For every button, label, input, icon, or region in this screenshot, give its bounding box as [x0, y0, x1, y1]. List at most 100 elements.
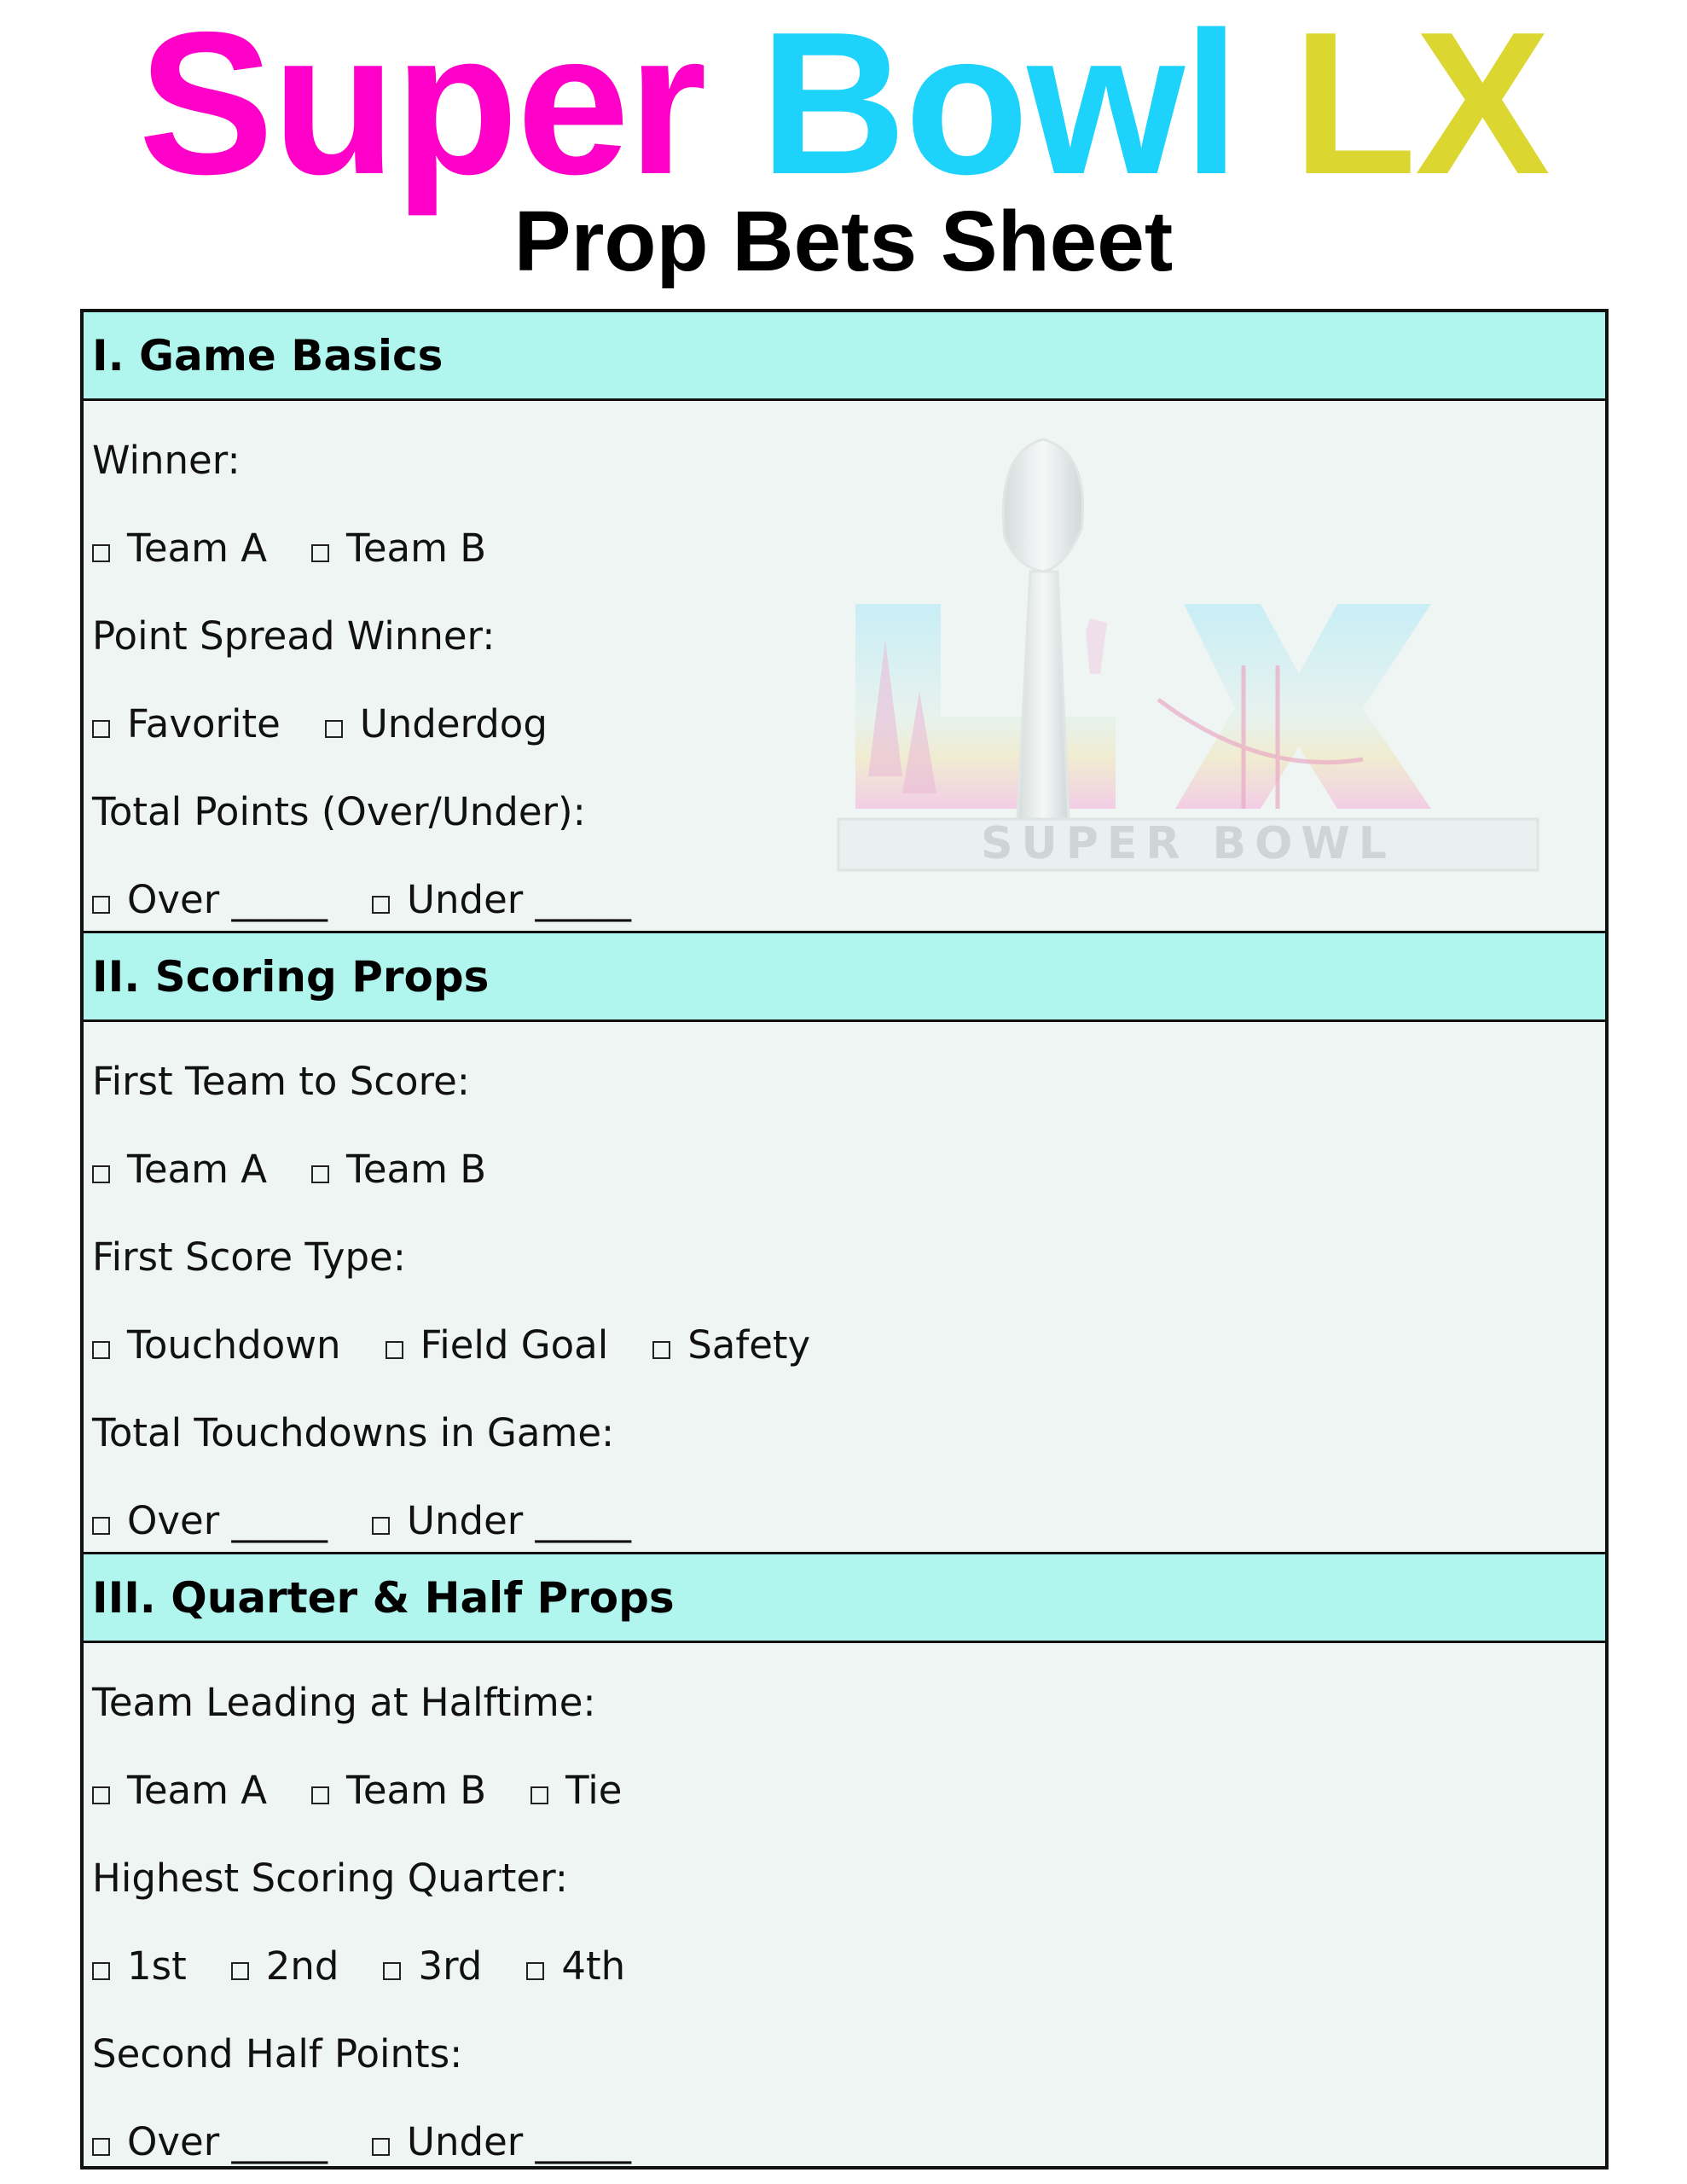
option[interactable]: Under _____ — [372, 856, 631, 931]
question-label: Team Leading at Halftime: — [92, 1680, 596, 1725]
checkbox[interactable] — [311, 1165, 330, 1183]
option-label: Underdog — [359, 701, 548, 746]
option-label: Team B — [346, 1768, 487, 1813]
question-label: Second Half Points: — [92, 2031, 463, 2077]
option-label: Under _____ — [407, 877, 632, 922]
option-label: Over _____ — [127, 877, 328, 922]
title-word-bowl: Bowl — [759, 0, 1240, 217]
section-body: SUPER BOWL Winner: Team A Team B Point Spre… — [84, 401, 1605, 931]
checkbox[interactable] — [230, 1961, 249, 1980]
question-label: Highest Scoring Quarter: — [92, 1856, 568, 1901]
options-row: Over _____ Under _____ — [84, 856, 1605, 931]
option[interactable]: Team A — [92, 504, 267, 592]
option-label: 2nd — [265, 1943, 339, 1989]
option-label: Team A — [127, 1147, 268, 1192]
checkbox[interactable] — [92, 1340, 110, 1359]
checkbox[interactable] — [372, 1516, 391, 1535]
main-title: Super Bowl LX — [0, 0, 1687, 215]
option-label: 1st — [127, 1943, 187, 1989]
options-row: Favorite Underdog — [84, 680, 1605, 768]
checkbox[interactable] — [311, 543, 330, 562]
options-row: Over _____ Under _____ — [84, 1477, 1605, 1552]
options-row: 1st 2nd 3rd 4th — [84, 1922, 1605, 2010]
option[interactable]: 3rd — [383, 1922, 482, 2010]
checkbox[interactable] — [526, 1961, 545, 1980]
checkbox[interactable] — [92, 719, 110, 738]
options-row: Over _____ Under _____ — [84, 2098, 1605, 2166]
question-label: Winner: — [92, 438, 241, 483]
section-body: Team Leading at Halftime: Team A Team B Tie… — [84, 1643, 1605, 2166]
option[interactable]: Under _____ — [372, 2098, 632, 2166]
option-label: Team B — [346, 526, 487, 571]
option-label: Touchdown — [127, 1322, 341, 1368]
checkbox[interactable] — [92, 1786, 110, 1804]
options-row: Team A Team B — [84, 504, 1605, 592]
section-title: III. Quarter & Half Props — [92, 1572, 675, 1623]
option[interactable]: Team B — [311, 1125, 486, 1213]
option-label: Safety — [687, 1322, 811, 1368]
section-body: First Team to Score: Team A Team B First Sc… — [84, 1022, 1605, 1552]
option-label: Field Goal — [420, 1322, 609, 1368]
checkbox[interactable] — [92, 543, 110, 562]
checkbox[interactable] — [92, 1961, 110, 1980]
checkbox[interactable] — [372, 2137, 391, 2156]
option[interactable]: Safety — [652, 1301, 810, 1389]
option[interactable]: Favorite — [92, 680, 281, 768]
option[interactable]: Team A — [92, 1125, 267, 1213]
checkbox[interactable] — [92, 895, 110, 914]
option[interactable]: Tie — [530, 1746, 622, 1834]
option-label: Team B — [346, 1147, 487, 1192]
option[interactable]: 1st — [92, 1922, 187, 2010]
checkbox[interactable] — [385, 1340, 403, 1359]
option[interactable]: 2nd — [230, 1922, 339, 2010]
option-label: Favorite — [127, 701, 281, 746]
option-label: 4th — [561, 1943, 626, 1989]
options-row: Team A Team B — [84, 1125, 1605, 1213]
section-title: II. Scoring Props — [92, 951, 490, 1002]
option-label: Under _____ — [407, 1498, 632, 1543]
question-label: First Score Type: — [92, 1234, 406, 1280]
option[interactable]: Under _____ — [372, 1477, 631, 1552]
option-label: Team A — [127, 1768, 268, 1813]
option[interactable]: Over _____ — [92, 856, 328, 931]
option-label: Tie — [565, 1768, 623, 1813]
section-header: II. Scoring Props — [84, 931, 1605, 1022]
options-row: Touchdown Field Goal Safety — [84, 1301, 1605, 1389]
section-title: I. Game Basics — [92, 330, 443, 380]
option[interactable]: Team A — [92, 1746, 267, 1834]
option[interactable]: Team B — [311, 504, 486, 592]
option[interactable]: Underdog — [324, 680, 548, 768]
section-header: I. Game Basics — [84, 312, 1605, 401]
question-label: Point Spread Winner: — [92, 613, 496, 659]
option[interactable]: Touchdown — [92, 1301, 341, 1389]
option[interactable]: Over _____ — [92, 1477, 328, 1552]
checkbox[interactable] — [372, 895, 391, 914]
logo-text: SUPER BOWL — [981, 818, 1395, 869]
option[interactable]: Over _____ — [92, 2098, 328, 2166]
question-label: Total Touchdowns in Game: — [92, 1410, 615, 1455]
option-label: Team A — [127, 526, 268, 571]
checkbox[interactable] — [311, 1786, 330, 1804]
checkbox[interactable] — [530, 1786, 549, 1804]
option[interactable]: 4th — [526, 1922, 625, 2010]
checkbox[interactable] — [324, 719, 343, 738]
section-header: III. Quarter & Half Props — [84, 1552, 1605, 1643]
option[interactable]: Team B — [311, 1746, 486, 1834]
option-label: 3rd — [418, 1943, 483, 1989]
option[interactable]: Field Goal — [385, 1301, 609, 1389]
title-word-lx: LX — [1292, 0, 1551, 217]
checkbox[interactable] — [92, 2137, 110, 2156]
option-label: Over _____ — [127, 2119, 328, 2164]
options-row: Team A Team B Tie — [84, 1746, 1605, 1834]
checkbox[interactable] — [383, 1961, 402, 1980]
subtitle: Prop Bets Sheet — [513, 194, 1174, 289]
checkbox[interactable] — [92, 1516, 110, 1535]
question-label: First Team to Score: — [92, 1059, 470, 1104]
checkbox[interactable] — [92, 1165, 110, 1183]
option-label: Under _____ — [407, 2119, 632, 2164]
question-label: Total Points (Over/Under): — [92, 789, 586, 834]
section: III. Quarter & Half Props Team Leading at… — [84, 1552, 1605, 2166]
checkbox[interactable] — [652, 1340, 671, 1359]
